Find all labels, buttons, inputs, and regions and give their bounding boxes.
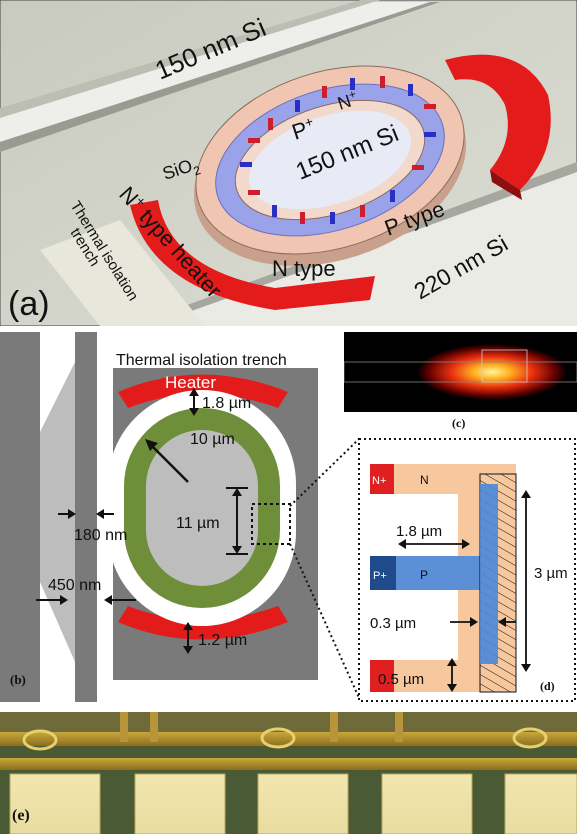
- width-03-label: 0.3 µm: [370, 615, 416, 632]
- panel-e: (e): [0, 712, 577, 834]
- bond-pads: [9, 773, 577, 834]
- left-trench: [0, 332, 40, 702]
- ring-devices: [22, 727, 548, 751]
- n-plus-top: [370, 464, 394, 494]
- heater-label: Heater: [165, 373, 216, 392]
- trench-title: Thermal isolation trench: [116, 352, 287, 369]
- gap-450-label: 450 nm: [48, 577, 101, 594]
- doping-contacts: [240, 76, 436, 224]
- coupling-length-marker: [226, 487, 291, 555]
- gap-450-arrows: [36, 595, 136, 605]
- callout-lines: [289, 437, 361, 701]
- height-05-label: 0.5 µm: [378, 671, 424, 688]
- radius-arrow: [145, 439, 189, 483]
- p-plus-label: P+: [373, 570, 387, 582]
- metal-traces: [0, 712, 577, 770]
- coupling-length-label: 11 µm: [176, 515, 220, 532]
- p-plus: [370, 556, 396, 590]
- panel-c: (c): [344, 332, 577, 432]
- gap-bottom-label: 1.2 µm: [198, 632, 247, 649]
- n-plus-bottom: [370, 660, 394, 692]
- heater-arc-right: [445, 54, 551, 190]
- wg-width-label: 180 nm: [74, 527, 127, 544]
- width-18-label: 1.8 µm: [396, 523, 442, 540]
- width-03-arrow: [450, 617, 516, 627]
- heater-arc-left: [130, 200, 375, 310]
- panel-c-mode-profile: (c): [344, 332, 577, 430]
- panel-d-label: (d): [540, 679, 555, 693]
- panel-e-micrograph: (e): [0, 712, 577, 834]
- panel-a: 150 nm Si SiO2 Thermal isolation trench …: [0, 0, 577, 326]
- n-label: N: [420, 473, 429, 487]
- p-label: P: [420, 568, 428, 582]
- height-3-arrow: [521, 490, 531, 672]
- radius-label: 10 µm: [190, 431, 235, 448]
- n-plus-label: N+: [372, 475, 386, 487]
- panel-b-label: (b): [10, 672, 26, 687]
- panel-c-label: (c): [452, 416, 465, 430]
- panel-b: Thermal isolation trench Heater 1.8 µm 1…: [0, 332, 330, 702]
- panel-b-layout: Thermal isolation trench Heater 1.8 µm 1…: [0, 332, 330, 702]
- optical-mode: [417, 344, 567, 400]
- bus-waveguide: [75, 332, 97, 702]
- label-n-type: N type: [272, 256, 336, 281]
- panel-d-cross-section: N+ N P+ P 1.8 µm 3 µm 0.3 µm 0.5 µm (d): [358, 438, 576, 702]
- panel-d: N+ N P+ P 1.8 µm 3 µm 0.3 µm 0.5 µm (d): [358, 438, 577, 704]
- panel-a-label: (a): [8, 285, 50, 323]
- height-3-label: 3 µm: [534, 565, 568, 582]
- label-n-plus: N+: [334, 87, 360, 114]
- gap-top-label: 1.8 µm: [202, 395, 251, 412]
- width-18-arrow: [398, 539, 470, 549]
- gap-bottom-arrow: [183, 622, 193, 654]
- panel-a-illustration: 150 nm Si SiO2 Thermal isolation trench …: [0, 0, 577, 326]
- trench-strip: [40, 220, 205, 326]
- gap-top-arrow: [189, 388, 199, 416]
- panel-e-label: (e): [12, 807, 30, 824]
- height-05-arrow: [447, 658, 457, 692]
- wg-width-arrows: [58, 509, 114, 519]
